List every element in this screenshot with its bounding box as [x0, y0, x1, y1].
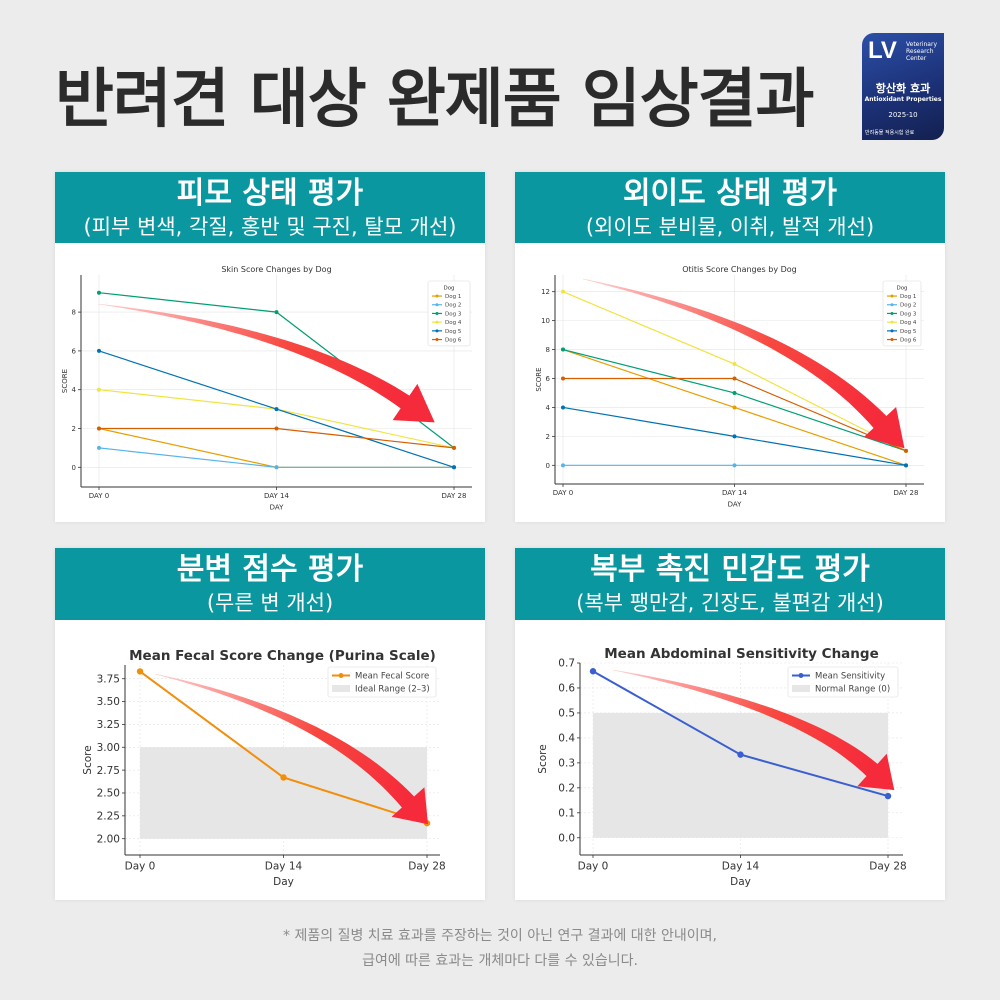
panel-subtitle: (무른 변 개선) — [206, 591, 334, 615]
panel-header: 분변 점수 평가 (무른 변 개선) — [55, 548, 485, 620]
page-title: 반려견 대상 완제품 임상결과 — [55, 63, 814, 137]
panel-title: 피모 상태 평가 — [176, 176, 364, 211]
panel-abdominal: 복부 촉진 민감도 평가 (복부 팽만감, 긴장도, 불편감 개선) — [515, 548, 945, 900]
panel-title: 외이도 상태 평가 — [622, 176, 838, 211]
panel-subtitle: (피부 변색, 각질, 홍반 및 구진, 탈모 개선) — [83, 215, 457, 239]
badge-en-label: Antioxidant Properties — [864, 96, 942, 103]
disclaimer-line-1: * 제품의 질병 치료 효과를 주장하는 것이 아닌 연구 결과에 대한 안내이… — [283, 928, 717, 944]
badge-date: 2025-10 — [888, 111, 918, 119]
badge-ko-label: 항산화 효과 — [875, 82, 931, 95]
panel-skin: 피모 상태 평가 (피부 변색, 각질, 홍반 및 구진, 탈모 개선) — [55, 172, 485, 522]
disclaimer-line-2: 급여에 따른 효과는 개체마다 다를 수 있습니다. — [362, 953, 638, 969]
panel-header: 피모 상태 평가 (피부 변색, 각질, 홍반 및 구진, 탈모 개선) — [55, 172, 485, 243]
panel-header: 외이도 상태 평가 (외이도 분비물, 이취, 발적 개선) — [515, 172, 945, 243]
panel-subtitle: (복부 팽만감, 긴장도, 불편감 개선) — [576, 591, 884, 615]
panel-fecal: 분변 점수 평가 (무른 변 개선) — [55, 548, 485, 900]
certification-badge: LV Veterinary Research Center 항산화 효과 Ant… — [862, 33, 944, 140]
panel-title: 분변 점수 평가 — [176, 552, 364, 587]
panel-otitis: 외이도 상태 평가 (외이도 분비물, 이취, 발적 개선) — [515, 172, 945, 522]
badge-footnote: 반려동물 적용시험 완료 — [865, 130, 915, 136]
panel-subtitle: (외이도 분비물, 이취, 발적 개선) — [585, 215, 875, 239]
disclaimer: * 제품의 질병 치료 효과를 주장하는 것이 아닌 연구 결과에 대한 안내이… — [0, 924, 1000, 974]
panel-header: 복부 촉진 민감도 평가 (복부 팽만감, 긴장도, 불편감 개선) — [515, 548, 945, 620]
badge-org: Veterinary Research Center — [906, 41, 938, 62]
badge-logo: LV — [868, 37, 897, 64]
panel-title: 복부 촉진 민감도 평가 — [590, 552, 870, 587]
